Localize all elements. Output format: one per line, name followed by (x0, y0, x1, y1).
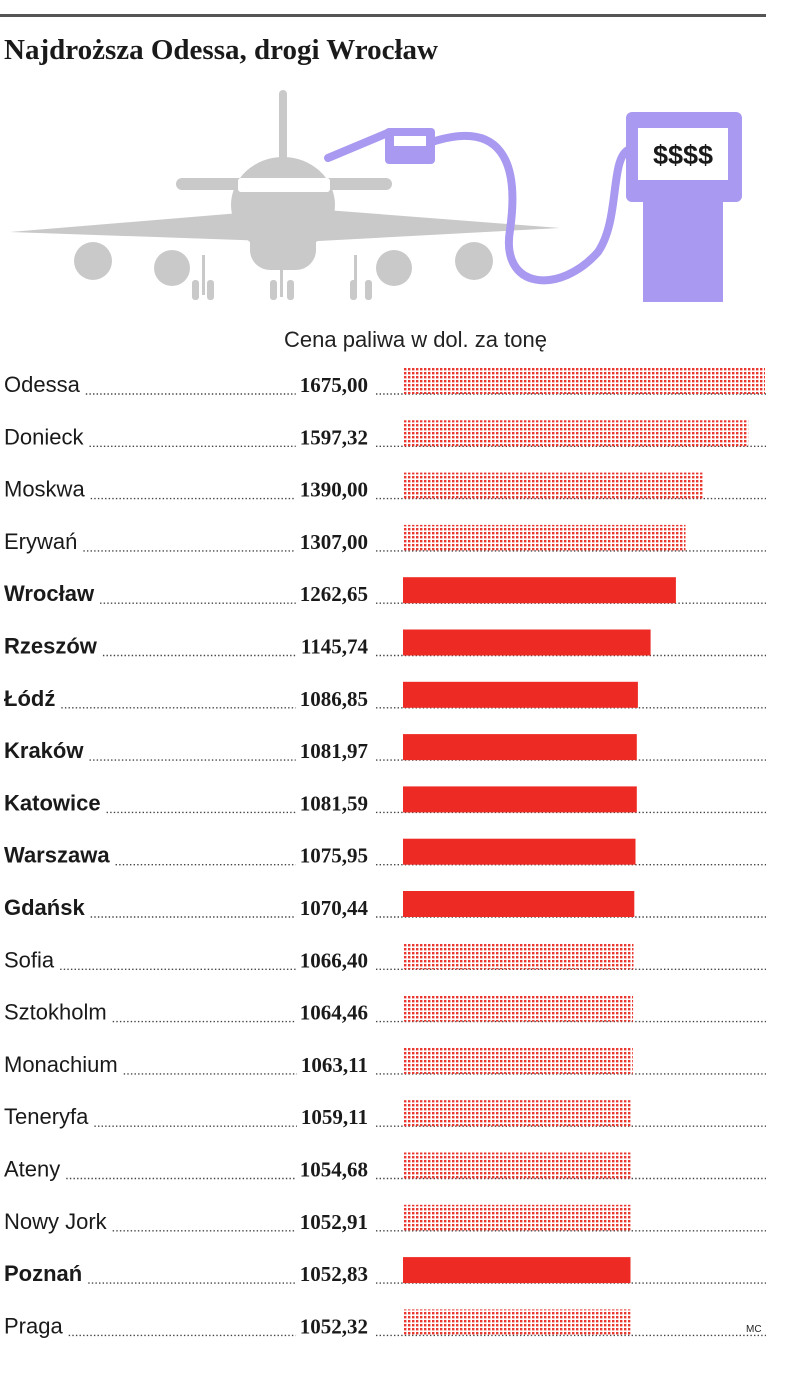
value-label: 1066,40 (300, 948, 368, 972)
chart-row: Warszawa 1075,95 (4, 838, 766, 868)
category-label: Donieck (4, 424, 84, 449)
bar (403, 629, 651, 656)
category-label: Kraków (4, 738, 84, 763)
chart-row: Gdańsk 1070,44 (4, 891, 766, 920)
chart-row: Teneryfa 1059,11 (4, 1100, 766, 1129)
category-label: Gdańsk (4, 895, 85, 920)
category-label: Teneryfa (4, 1104, 89, 1129)
bar (403, 891, 635, 917)
category-label: Nowy Jork (4, 1209, 108, 1234)
category-label: Moskwa (4, 477, 85, 502)
value-label: 1307,00 (300, 530, 368, 554)
value-label: 1081,59 (300, 791, 368, 815)
value-label: 1063,11 (301, 1053, 368, 1077)
category-label: Ateny (4, 1157, 60, 1182)
chart-subtitle: Cena paliwa w dol. za tonę (284, 327, 547, 352)
chart-row: Wrocław 1262,65 (4, 577, 766, 606)
category-label: Praga (4, 1313, 63, 1338)
category-label: Warszawa (4, 843, 110, 868)
chart-row: Monachium 1063,11 (4, 1047, 766, 1077)
value-label: 1086,85 (300, 687, 368, 711)
bar (403, 577, 676, 604)
category-label: Sofia (4, 947, 55, 972)
window-strip (238, 178, 330, 192)
value-label: 1597,32 (300, 425, 368, 449)
bar (403, 1309, 631, 1336)
chart-row: Katowice 1081,59 (4, 786, 766, 815)
category-label: Łódź (4, 686, 55, 711)
bar (403, 786, 637, 813)
illustration: $$$$ (10, 90, 742, 302)
value-label: 1059,11 (301, 1105, 368, 1129)
chart-row: Sztokholm 1064,46 (4, 995, 766, 1025)
bar (403, 681, 638, 708)
value-label: 1262,65 (300, 582, 368, 606)
category-label: Poznań (4, 1261, 82, 1286)
value-label: 1052,32 (300, 1314, 368, 1338)
value-label: 1675,00 (300, 373, 368, 397)
bar (403, 1204, 631, 1231)
chart-row: Sofia 1066,40 (4, 943, 766, 972)
value-label: 1052,83 (300, 1262, 368, 1286)
bar (403, 368, 765, 394)
value-label: 1052,91 (300, 1210, 368, 1234)
category-label: Katowice (4, 790, 101, 815)
value-label: 1145,74 (301, 635, 369, 659)
bar (403, 734, 637, 761)
chart-row: Erywań 1307,00 (4, 524, 766, 554)
value-label: 1390,00 (300, 478, 368, 502)
chart-row: Praga 1052,32 (4, 1309, 766, 1338)
chart-row: Rzeszów 1145,74 (4, 629, 766, 659)
chart-row: Nowy Jork 1052,91 (4, 1204, 766, 1234)
bar (403, 995, 634, 1022)
bar (403, 472, 704, 499)
bar (403, 524, 686, 551)
pump-sign: $$$$ (653, 140, 713, 170)
credit: MC (746, 1324, 762, 1335)
value-label: 1064,46 (300, 1001, 368, 1025)
value-label: 1070,44 (300, 896, 369, 920)
chart-row: Poznań 1052,83 (4, 1257, 766, 1286)
category-label: Wrocław (4, 581, 95, 606)
category-label: Sztokholm (4, 1000, 107, 1025)
chart-row: Łódź 1086,85 (4, 681, 766, 711)
bar (403, 1047, 633, 1074)
chart-row: Ateny 1054,68 (4, 1152, 766, 1182)
chart-row: Kraków 1081,97 (4, 734, 766, 763)
chart-row: Odessa 1675,00 (4, 368, 766, 397)
fuel-pump-icon: $$$$ (324, 112, 742, 302)
category-label: Monachium (4, 1052, 118, 1077)
chart-title: Najdroższa Odessa, drogi Wrocław (4, 34, 438, 66)
category-label: Erywań (4, 529, 77, 554)
bar (403, 1152, 631, 1179)
category-label: Rzeszów (4, 634, 98, 659)
bar (403, 1257, 631, 1284)
bar (403, 1100, 632, 1127)
value-label: 1081,97 (300, 739, 368, 763)
bar (403, 943, 634, 970)
chart-row: Moskwa 1390,00 (4, 472, 766, 502)
top-rule (0, 14, 766, 17)
chart-row: Donieck 1597,32 (4, 420, 766, 449)
category-label: Odessa (4, 372, 81, 397)
bar (403, 420, 749, 447)
value-label: 1075,95 (300, 844, 368, 868)
bar (403, 838, 636, 865)
value-label: 1054,68 (300, 1158, 368, 1182)
